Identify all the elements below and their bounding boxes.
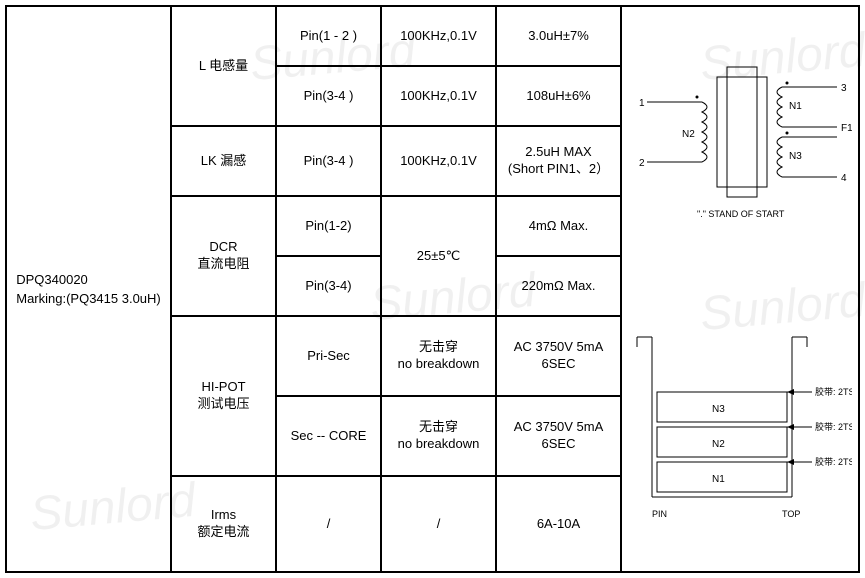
- val-DCR-b: 220mΩ Max.: [497, 257, 620, 315]
- pin2-label: 2: [639, 158, 645, 169]
- val-L-a: 3.0uH±7%: [497, 7, 620, 67]
- axis-top: TOP: [782, 509, 800, 519]
- n3-label: N3: [789, 151, 802, 162]
- val-IRMS: 6A-10A: [497, 477, 620, 571]
- val-HIPOT: AC 3750V 5mA 6SEC AC 3750V 5mA 6SEC: [497, 317, 620, 475]
- pin-IRMS: /: [277, 477, 382, 571]
- schematic-diagram: 1 2 N2 3 F1 4 N1 N3 "." STAND OF START: [627, 57, 852, 227]
- pin-HIPOT-a: Pri-Sec: [277, 317, 380, 397]
- row-dcr: DCR 直流电阻 Pin(1-2) Pin(3-4) 25±5℃ 4mΩ Max…: [172, 197, 620, 317]
- datasheet-frame: DPQ340020 Marking:(PQ3415 3.0uH) L 电感量 P…: [5, 5, 860, 573]
- pin-LK: Pin(3-4 ): [277, 127, 382, 195]
- param-IRMS-l2: 额定电流: [197, 524, 249, 541]
- cond-DCR: 25±5℃: [382, 197, 497, 315]
- winding-stack-diagram: N1 N2 N3 胶带: 2TS 胶带: 2TS 胶带: 2TS PIN TOP: [627, 307, 852, 537]
- cond-HIPOT: 无击穿 no breakdown 无击穿 no breakdown: [382, 317, 497, 475]
- cond-LK: 100KHz,0.1V: [382, 127, 497, 195]
- cond-HIPOT-l2a: no breakdown: [398, 356, 480, 373]
- tape-1: 胶带: 2TS: [815, 386, 852, 397]
- val-DCR-a: 4mΩ Max.: [497, 197, 620, 257]
- part-model: DPQ340020: [16, 270, 161, 290]
- pins-L: Pin(1 - 2 ) Pin(3-4 ): [277, 7, 382, 125]
- param-LK: LK 漏感: [172, 127, 277, 195]
- row-hipot: HI-POT 测试电压 Pri-Sec Sec -- CORE 无击穿 no b…: [172, 317, 620, 477]
- pins-HIPOT: Pri-Sec Sec -- CORE: [277, 317, 382, 475]
- layer-n2: N2: [712, 439, 725, 450]
- param-DCR: DCR 直流电阻: [172, 197, 277, 315]
- val-HIPOT-a: AC 3750V 5mA 6SEC: [497, 317, 620, 397]
- tape-3: 胶带: 2TS: [815, 456, 852, 467]
- param-IRMS: Irms 额定电流: [172, 477, 277, 571]
- layer-n1: N1: [712, 474, 725, 485]
- val-HIPOT-l1b: AC 3750V 5mA: [514, 419, 604, 436]
- spec-table: L 电感量 Pin(1 - 2 ) Pin(3-4 ) 100KHz,0.1V …: [172, 7, 622, 571]
- cond-L-b: 100KHz,0.1V: [382, 67, 495, 125]
- val-L-b: 108uH±6%: [497, 67, 620, 125]
- cond-L: 100KHz,0.1V 100KHz,0.1V: [382, 7, 497, 125]
- row-irms: Irms 额定电流 / / 6A-10A: [172, 477, 620, 571]
- param-HIPOT-l2: 测试电压: [197, 396, 249, 413]
- val-LK: 2.5uH MAX (Short PIN1、2）: [497, 127, 620, 195]
- pin4-label: 4: [841, 173, 847, 184]
- part-column: DPQ340020 Marking:(PQ3415 3.0uH): [7, 7, 172, 571]
- pin3-label: 3: [841, 83, 847, 94]
- val-HIPOT-l2b: 6SEC: [542, 436, 576, 453]
- pin1-label: 1: [639, 98, 645, 109]
- pin-DCR-b: Pin(3-4): [277, 257, 380, 315]
- layer-n3: N3: [712, 404, 725, 415]
- cond-HIPOT-a: 无击穿 no breakdown: [382, 317, 495, 397]
- schematic-caption: "." STAND OF START: [697, 209, 785, 219]
- val-HIPOT-l1a: AC 3750V 5mA: [514, 339, 604, 356]
- pin-L-b: Pin(3-4 ): [277, 67, 380, 125]
- tape-2: 胶带: 2TS: [815, 421, 852, 432]
- row-inductance: L 电感量 Pin(1 - 2 ) Pin(3-4 ) 100KHz,0.1V …: [172, 7, 620, 127]
- param-HIPOT-l1: HI-POT: [201, 379, 245, 396]
- val-DCR: 4mΩ Max. 220mΩ Max.: [497, 197, 620, 315]
- cond-HIPOT-l2b: no breakdown: [398, 436, 480, 453]
- cond-L-a: 100KHz,0.1V: [382, 7, 495, 67]
- pin-HIPOT-b: Sec -- CORE: [277, 397, 380, 475]
- pin-L-a: Pin(1 - 2 ): [277, 7, 380, 67]
- param-DCR-l1: DCR: [209, 239, 237, 256]
- param-IRMS-l1: Irms: [211, 507, 236, 524]
- row-leakage: LK 漏感 Pin(3-4 ) 100KHz,0.1V 2.5uH MAX (S…: [172, 127, 620, 197]
- pins-DCR: Pin(1-2) Pin(3-4): [277, 197, 382, 315]
- val-LK-l2: (Short PIN1、2）: [508, 161, 609, 178]
- val-HIPOT-b: AC 3750V 5mA 6SEC: [497, 397, 620, 475]
- pin-DCR-a: Pin(1-2): [277, 197, 380, 257]
- axis-pin: PIN: [652, 509, 667, 519]
- val-L: 3.0uH±7% 108uH±6%: [497, 7, 620, 125]
- f1-label: F1: [841, 123, 852, 134]
- n2-label: N2: [682, 129, 695, 140]
- n1-label: N1: [789, 101, 802, 112]
- param-DCR-l2: 直流电阻: [197, 256, 249, 273]
- param-HIPOT: HI-POT 测试电压: [172, 317, 277, 475]
- val-LK-l1: 2.5uH MAX: [525, 144, 591, 161]
- diagrams-column: 1 2 N2 3 F1 4 N1 N3 "." STAND OF START: [622, 7, 858, 571]
- val-HIPOT-l2a: 6SEC: [542, 356, 576, 373]
- cond-IRMS: /: [382, 477, 497, 571]
- cond-HIPOT-l1b: 无击穿: [419, 419, 458, 436]
- part-marking: Marking:(PQ3415 3.0uH): [16, 289, 161, 309]
- param-L: L 电感量: [172, 7, 277, 125]
- param-L-label: L 电感量: [199, 58, 248, 75]
- cond-HIPOT-b: 无击穿 no breakdown: [382, 397, 495, 475]
- cond-HIPOT-l1a: 无击穿: [419, 339, 458, 356]
